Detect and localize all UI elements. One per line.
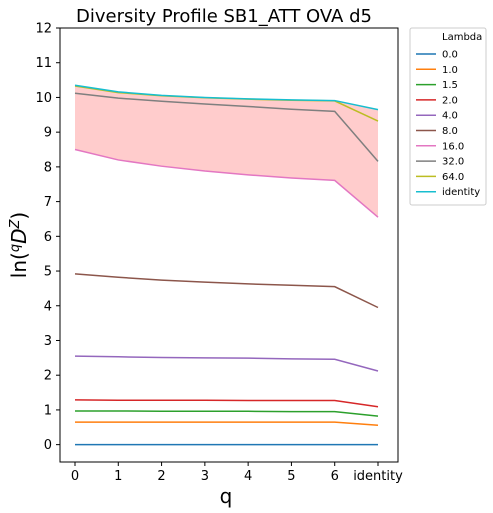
x-tick-label: 5 <box>287 469 295 484</box>
y-tick-label: 2 <box>44 369 52 384</box>
series-line-8.0 <box>74 273 379 309</box>
x-tick-label: 2 <box>157 469 165 484</box>
series-line-2.0 <box>74 399 379 408</box>
x-axis-label: q <box>220 484 233 508</box>
legend-entry: 32.0 <box>442 157 464 168</box>
y-tick-label: 7 <box>44 195 52 210</box>
legend-title: Lambda <box>442 32 482 43</box>
series-line-1.0 <box>75 421 379 426</box>
legend-entry: 1.0 <box>442 65 458 76</box>
y-tick-label: 9 <box>44 126 52 141</box>
y-tick-label: 4 <box>44 299 52 314</box>
x-tick-label: 1 <box>114 469 122 484</box>
legend-entry: 1.5 <box>442 80 458 91</box>
legend-entry: 8.0 <box>442 126 458 137</box>
legend-entry: identity <box>442 187 480 198</box>
series-line-4.0 <box>74 355 379 372</box>
plot-frame <box>59 27 399 463</box>
y-tick-label: 6 <box>44 230 52 245</box>
series-line-1.5 <box>75 410 379 417</box>
legend-entry: 64.0 <box>442 172 464 183</box>
legend-entry: 0.0 <box>442 50 458 61</box>
shaded-band <box>75 85 378 218</box>
x-tick-label: 3 <box>201 469 209 484</box>
x-tick-label: 4 <box>244 469 252 484</box>
legend-entry: 4.0 <box>442 111 458 122</box>
y-axis-label: ln(qDZ) <box>7 212 31 278</box>
y-tick-label: 10 <box>35 91 52 106</box>
series-line-32.0 <box>74 92 379 162</box>
x-tick-label: 6 <box>331 469 339 484</box>
y-tick-label: 1 <box>44 403 52 418</box>
y-tick-label: 0 <box>44 438 52 453</box>
series-line-identity <box>74 84 379 111</box>
x-tick-label: 0 <box>71 469 79 484</box>
legend-entry: 16.0 <box>442 141 464 152</box>
y-tick-label: 5 <box>44 265 52 280</box>
y-tick-label: 3 <box>44 334 52 349</box>
legend: Lambda 0.0 1.0 1.5 2.0 4.0 8.0 16.0 32.0 64.0 iden… <box>409 27 487 206</box>
chart-title: Diversity Profile SB1_ATT OVA d5 <box>76 6 372 27</box>
y-tick-label: 11 <box>35 56 52 71</box>
series-line-16.0 <box>74 148 379 218</box>
legend-entry: 2.0 <box>442 95 458 106</box>
y-tick-label: 12 <box>35 22 52 37</box>
y-tick-label: 8 <box>44 160 52 175</box>
x-tick-label: identity <box>353 469 403 484</box>
